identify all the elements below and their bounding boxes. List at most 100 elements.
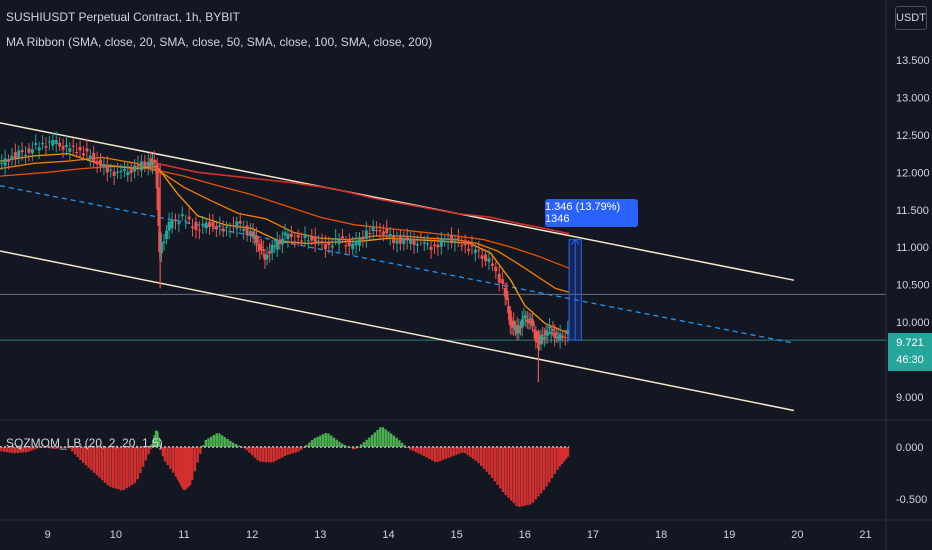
momentum-bar xyxy=(141,447,145,467)
candle-body xyxy=(419,239,423,241)
momentum-bar xyxy=(504,447,507,496)
candle-body xyxy=(378,230,382,232)
momentum-bar xyxy=(444,447,447,459)
time-tick-label: 17 xyxy=(587,529,599,541)
ma20-line xyxy=(0,152,570,334)
candle-body xyxy=(426,243,430,245)
momentum-bar xyxy=(176,447,180,480)
candle-body xyxy=(17,150,21,159)
momentum-bar xyxy=(128,447,131,487)
momentum-bar xyxy=(237,445,240,447)
momentum-bar xyxy=(509,447,513,501)
candle-body xyxy=(505,290,509,300)
candle-body xyxy=(368,233,372,235)
momentum-bar xyxy=(400,442,404,447)
momentum-bar xyxy=(362,442,366,447)
momentum-bar xyxy=(16,447,19,453)
momentum-bar xyxy=(417,447,420,454)
momentum-bar xyxy=(149,447,152,449)
momentum-bar xyxy=(507,447,510,498)
candle-body xyxy=(68,148,72,152)
momentum-bar xyxy=(321,434,325,447)
momentum-bar xyxy=(226,438,229,447)
momentum-bar xyxy=(272,447,276,462)
momentum-bar xyxy=(103,447,107,483)
momentum-bar xyxy=(529,447,532,505)
price-tick-label: 10.000 xyxy=(896,317,930,329)
candle-body xyxy=(165,230,169,240)
momentum-bar xyxy=(545,447,548,487)
momentum-bar xyxy=(477,447,480,464)
momentum-bar xyxy=(21,447,25,453)
candle-body xyxy=(323,244,327,250)
momentum-bar xyxy=(156,431,159,447)
candle-body xyxy=(208,221,212,227)
momentum-bar xyxy=(111,447,115,488)
candle-body xyxy=(385,228,389,234)
candle-body xyxy=(412,238,416,245)
momentum-bar xyxy=(19,447,22,453)
momentum-bar xyxy=(390,433,393,447)
candle-body xyxy=(225,226,229,228)
momentum-bar xyxy=(300,447,303,450)
candle-body xyxy=(280,238,284,245)
momentum-bar xyxy=(346,446,349,448)
momentum-bar xyxy=(515,447,518,506)
ma-ribbon-label[interactable]: MA Ribbon (SMA, close, 20, SMA, close, 5… xyxy=(6,35,433,49)
oscillator-label[interactable]: SQZMOM_LB (20, 2, 20, 1.5) xyxy=(6,436,163,450)
candle-body xyxy=(409,238,413,244)
currency-button[interactable]: USDT xyxy=(895,6,927,30)
candle-body xyxy=(116,171,120,173)
candle-body xyxy=(194,221,198,230)
bar-countdown: 46:30 xyxy=(896,354,924,366)
momentum-bar xyxy=(357,446,360,448)
momentum-bar xyxy=(147,447,150,455)
momentum-bar xyxy=(488,447,491,475)
candle-body xyxy=(536,339,540,343)
momentum-bar xyxy=(485,447,488,472)
candle-body xyxy=(303,235,307,239)
momentum-bar xyxy=(106,447,109,486)
candle-body xyxy=(3,158,7,166)
momentum-bar xyxy=(144,447,148,461)
candle-body xyxy=(263,254,267,260)
momentum-bar xyxy=(526,447,529,506)
candle-body xyxy=(351,243,355,250)
candle-body xyxy=(515,325,519,334)
candle-body xyxy=(167,221,171,231)
candle-body xyxy=(119,171,123,173)
candle-body xyxy=(405,237,409,241)
momentum-bar xyxy=(245,447,248,451)
momentum-bar xyxy=(264,447,267,463)
candle-body xyxy=(546,332,550,336)
momentum-bar xyxy=(180,447,184,487)
candle-body xyxy=(508,310,512,326)
momentum-bar xyxy=(316,436,319,447)
momentum-bar xyxy=(439,447,442,462)
candle-body xyxy=(530,319,534,326)
candle-body xyxy=(221,228,225,232)
candle-body xyxy=(317,240,321,242)
momentum-bar xyxy=(2,447,6,452)
momentum-bar xyxy=(242,447,246,449)
candle-body xyxy=(354,240,358,246)
candle-body xyxy=(453,240,457,244)
momentum-bar xyxy=(564,447,568,460)
candle-body xyxy=(513,325,517,331)
time-tick-label: 12 xyxy=(246,529,258,541)
momentum-bar xyxy=(313,438,317,447)
candle-body xyxy=(283,232,287,236)
candle-body xyxy=(541,334,545,336)
ma50-line xyxy=(0,156,570,293)
momentum-bar xyxy=(163,447,167,462)
candle-body xyxy=(463,240,467,246)
ma200-line xyxy=(156,162,570,235)
candle-body xyxy=(473,249,477,253)
momentum-bar xyxy=(520,447,524,507)
candle-body xyxy=(320,241,324,243)
candle-body xyxy=(150,160,154,166)
candle-body xyxy=(556,336,560,339)
time-tick-label: 19 xyxy=(723,529,735,541)
candle-body xyxy=(467,248,471,251)
